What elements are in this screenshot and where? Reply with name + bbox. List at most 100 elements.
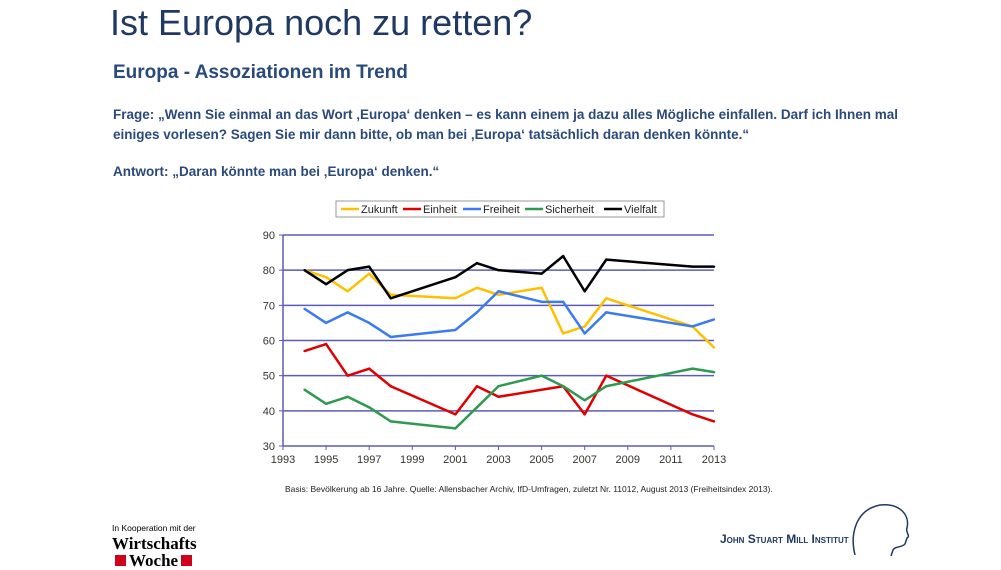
subtitle: Europa - Assoziationen im Trend — [113, 62, 408, 83]
data-point-einheit — [368, 367, 371, 370]
data-point-sicherheit — [368, 406, 371, 409]
page-title: Ist Europa noch zu retten? — [110, 2, 533, 43]
data-point-freiheit — [303, 307, 306, 311]
data-point-einheit — [346, 374, 349, 377]
data-point-sicherheit — [346, 395, 349, 398]
data-point-zukunft — [368, 272, 371, 275]
x-tick-label: 2007 — [572, 454, 596, 466]
data-point-vielfalt — [497, 268, 500, 272]
data-point-sicherheit — [691, 367, 694, 370]
data-point-zukunft — [605, 297, 608, 300]
data-point-freiheit — [712, 318, 716, 321]
series-line-vielfalt — [303, 254, 714, 300]
legend — [335, 200, 665, 218]
data-point-freiheit — [368, 321, 371, 325]
data-point-freiheit — [497, 290, 500, 293]
legend-label: Zukunft — [361, 204, 398, 216]
data-point-einheit — [303, 349, 306, 353]
x-tick-label: 2009 — [616, 454, 640, 466]
data-point-freiheit — [324, 321, 328, 325]
data-point-zukunft — [540, 286, 543, 289]
wirtschaftswoche-logo: Wirtschafts Woche — [112, 534, 197, 570]
data-point-vielfalt — [712, 265, 716, 268]
data-point-vielfalt — [605, 258, 608, 261]
data-point-vielfalt — [346, 268, 349, 272]
data-point-zukunft — [561, 332, 565, 335]
data-point-sicherheit — [389, 420, 392, 423]
data-point-zukunft — [324, 276, 328, 279]
data-point-freiheit — [346, 311, 349, 314]
data-point-vielfalt — [454, 276, 457, 279]
x-tick-label: 2011 — [659, 454, 683, 466]
data-point-sicherheit — [605, 385, 608, 388]
y-tick-label: 50 — [263, 371, 275, 383]
data-point-einheit — [497, 395, 500, 398]
legend-label: Sicherheit — [545, 204, 594, 216]
jsm-institut-logo: John Stuart Mill Institut — [720, 532, 849, 546]
data-point-sicherheit — [583, 399, 586, 402]
data-point-zukunft — [454, 297, 457, 300]
data-point-zukunft — [475, 286, 479, 289]
x-tick-label: 2013 — [702, 454, 726, 466]
data-point-freiheit — [475, 311, 479, 314]
data-point-vielfalt — [303, 268, 306, 272]
data-point-sicherheit — [303, 388, 306, 391]
y-tick-label: 70 — [263, 300, 275, 312]
data-point-vielfalt — [691, 265, 694, 268]
data-point-zukunft — [712, 346, 716, 349]
x-tick-label: 1993 — [271, 454, 295, 466]
data-point-vielfalt — [368, 265, 371, 268]
source-note: Basis: Bevölkerung ab 16 Jahre. Quelle: … — [285, 484, 773, 494]
x-tick-label: 2005 — [529, 454, 553, 466]
legend-label: Vielfalt — [624, 204, 657, 216]
y-tick-label: 90 — [263, 230, 275, 242]
data-point-sicherheit — [497, 385, 500, 388]
data-point-einheit — [454, 413, 457, 416]
y-tick-label: 80 — [263, 265, 275, 277]
data-point-freiheit — [605, 311, 608, 314]
data-point-sicherheit — [324, 402, 328, 405]
x-tick-label: 1999 — [400, 454, 424, 466]
data-point-freiheit — [583, 332, 586, 335]
data-point-vielfalt — [540, 272, 543, 275]
x-tick-label: 1997 — [357, 454, 381, 466]
series-line-freiheit — [303, 290, 715, 339]
data-point-vielfalt — [475, 261, 479, 265]
data-point-sicherheit — [712, 370, 716, 374]
data-point-zukunft — [497, 293, 500, 296]
data-point-freiheit — [454, 328, 457, 332]
data-point-freiheit — [691, 325, 694, 328]
data-point-einheit — [605, 374, 608, 377]
data-point-vielfalt — [561, 254, 565, 258]
jsm-profile-icon — [852, 504, 910, 557]
question-text: Frage: „Wenn Sie einmal an das Wort ‚Eur… — [113, 107, 898, 142]
data-point-einheit — [712, 420, 716, 423]
data-point-vielfalt — [389, 297, 392, 300]
data-point-freiheit — [561, 300, 565, 304]
data-point-einheit — [691, 413, 694, 416]
data-point-einheit — [540, 388, 543, 391]
data-point-zukunft — [346, 290, 349, 293]
data-point-einheit — [475, 385, 479, 388]
data-point-einheit — [324, 342, 328, 346]
data-point-zukunft — [583, 325, 586, 328]
legend-label: Freiheit — [483, 204, 520, 216]
data-point-einheit — [583, 413, 586, 416]
legend-label: Einheit — [423, 204, 457, 216]
y-tick-label: 60 — [263, 336, 275, 348]
data-point-freiheit — [389, 335, 392, 339]
data-point-sicherheit — [540, 374, 543, 377]
data-point-einheit — [389, 385, 392, 388]
data-point-sicherheit — [561, 385, 565, 388]
data-point-sicherheit — [454, 427, 457, 430]
series-line-einheit — [304, 342, 715, 423]
answer-text: Antwort: „Daran könnte man bei ‚Europa‘ … — [113, 164, 440, 179]
series-line-zukunft — [304, 268, 715, 349]
x-tick-label: 1995 — [314, 454, 338, 466]
x-tick-label: 2003 — [486, 454, 510, 466]
data-point-vielfalt — [583, 290, 586, 293]
y-tick-label: 30 — [263, 441, 275, 453]
cooperation-label: In Kooperation mit der — [112, 523, 196, 533]
x-tick-label: 2001 — [443, 454, 467, 466]
